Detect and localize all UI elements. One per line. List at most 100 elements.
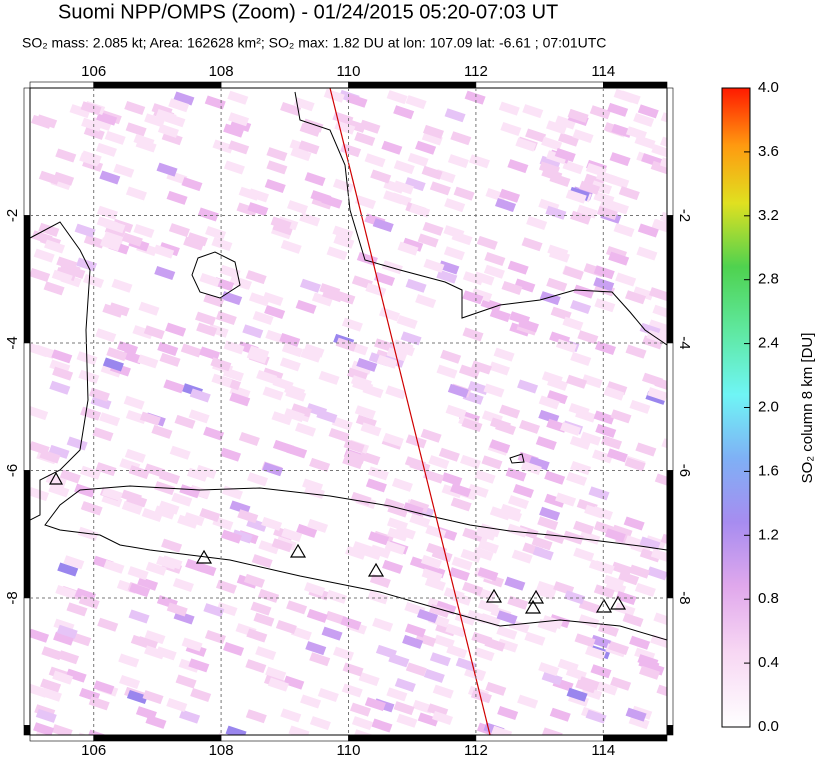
swath-pixel xyxy=(570,460,592,475)
colorbar-tick-label: 2.0 xyxy=(758,398,779,415)
swath-pixel xyxy=(517,379,539,394)
swath-pixel xyxy=(624,457,646,472)
swath-pixel xyxy=(136,636,158,651)
swath-pixel xyxy=(555,338,577,353)
swath-pixel xyxy=(514,278,536,293)
swath-pixel xyxy=(477,567,499,582)
swath-pixel xyxy=(639,665,661,680)
swath-pixel xyxy=(646,566,667,581)
swath-pixel xyxy=(283,675,305,690)
swath-pixel xyxy=(218,732,227,735)
swath-pixel xyxy=(595,170,617,185)
swath-pixel xyxy=(203,293,225,308)
swath-pixel xyxy=(648,287,667,302)
frame-bar xyxy=(93,734,222,742)
swath-pixel xyxy=(321,194,343,209)
swath-pixel xyxy=(95,462,117,477)
swath-pixel xyxy=(573,547,595,562)
swath-pixel xyxy=(651,144,667,158)
swath-pixel xyxy=(161,555,183,570)
swath-pixel xyxy=(280,101,302,116)
swath-pixel xyxy=(570,351,592,366)
volcano-marker xyxy=(485,588,503,603)
swath-pixel xyxy=(444,198,466,213)
swath-pixel xyxy=(443,246,465,261)
swath-pixel xyxy=(272,376,294,391)
swath-pixel xyxy=(393,701,415,716)
swath-pixel xyxy=(95,142,117,157)
swath-pixel xyxy=(275,620,297,635)
swath-pixel xyxy=(159,352,181,367)
swath-pixel xyxy=(299,212,321,227)
swath-pixel xyxy=(585,709,607,724)
swath-pixel xyxy=(415,140,437,155)
swath-pixel xyxy=(245,709,267,724)
swath-pixel xyxy=(388,653,410,668)
swath-pixel xyxy=(500,122,522,137)
swath-pixel xyxy=(408,499,430,514)
swath-pixel xyxy=(99,170,121,185)
swath-pixel xyxy=(625,344,647,359)
swath-pixel xyxy=(588,486,610,501)
swath-pixel xyxy=(635,442,657,457)
swath-pixel xyxy=(272,439,294,454)
swath-pixel xyxy=(373,272,395,287)
swath-pixel xyxy=(323,88,345,103)
swath-pixel xyxy=(562,160,584,175)
swath-pixel xyxy=(512,484,534,499)
swath-pixel xyxy=(189,388,211,403)
swath-pixel xyxy=(653,612,667,626)
swath-pixel xyxy=(604,528,626,543)
swath-pixel xyxy=(568,402,590,417)
swath-pixel xyxy=(590,634,612,649)
swath-pixel xyxy=(359,451,381,466)
swath-pixel xyxy=(416,609,438,624)
swath-pixel xyxy=(526,216,548,231)
swath-pixel xyxy=(546,120,568,135)
swath-pixel xyxy=(491,725,513,735)
swath-pixel xyxy=(524,631,546,646)
swath-pixel xyxy=(555,492,577,507)
swath-pixel xyxy=(74,483,96,498)
swath-pixel xyxy=(57,562,79,577)
swath-pixel xyxy=(474,469,496,484)
swath-pixel xyxy=(290,147,312,162)
colorbar-tick-label: 3.6 xyxy=(758,143,779,160)
swath-pixel xyxy=(423,469,445,484)
swath-pixel xyxy=(52,670,74,685)
swath-pixel xyxy=(228,112,250,127)
swath-pixel xyxy=(417,712,439,727)
swath-pixel xyxy=(619,90,641,105)
swath-pixel xyxy=(397,241,419,256)
frame-bar xyxy=(23,342,31,471)
swath-pixel xyxy=(564,590,586,605)
swath-pixel xyxy=(558,132,580,147)
coastline xyxy=(294,91,667,346)
swath-pixel xyxy=(231,529,253,544)
frame-bar xyxy=(602,734,668,742)
swath-pixel xyxy=(304,172,326,187)
swath-pixel xyxy=(409,556,431,571)
swath-pixel xyxy=(595,423,617,438)
swath-pixel xyxy=(538,662,560,677)
swath-pixel xyxy=(476,235,498,250)
swath-pixel xyxy=(246,349,268,364)
swath-pixel xyxy=(384,540,406,555)
swath-pixel xyxy=(386,90,408,105)
swath-pixel xyxy=(594,298,616,313)
swath-pixel xyxy=(80,150,102,165)
swath-pixel xyxy=(103,231,125,246)
swath-pixel xyxy=(592,449,614,464)
swath-pixel xyxy=(405,434,427,449)
swath-pixel xyxy=(622,612,644,627)
swath-pixel xyxy=(180,343,202,358)
swath-pixel xyxy=(144,645,166,660)
swath-pixel xyxy=(189,484,211,499)
swath-pixel xyxy=(507,260,529,275)
swath-pixel xyxy=(593,265,615,280)
swath-pixel xyxy=(509,311,531,326)
swath-pixel xyxy=(65,668,87,683)
frame-bar xyxy=(666,215,674,344)
swath-pixel xyxy=(299,122,321,137)
swath-pixel xyxy=(566,687,588,702)
